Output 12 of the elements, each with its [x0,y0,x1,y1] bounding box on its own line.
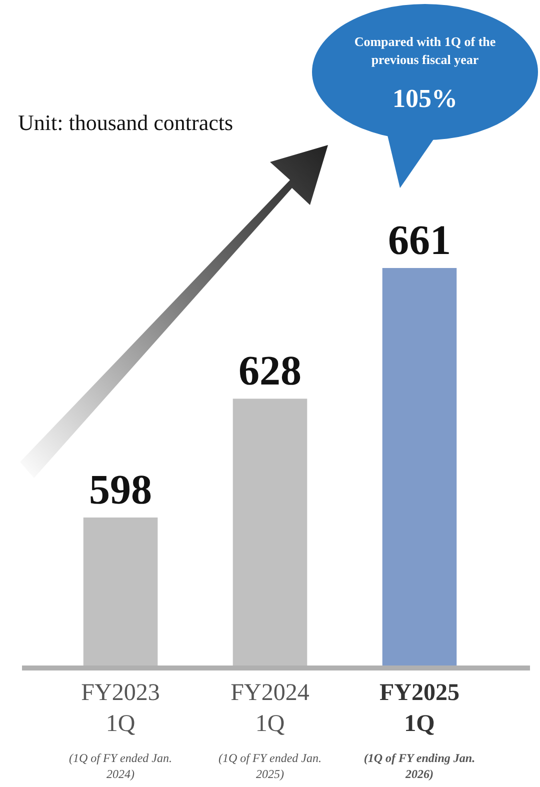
x-tick-label: FY2024 1Q [230,680,310,737]
text: 105% [392,84,458,113]
text: Unit: thousand contracts [18,110,234,135]
data-label: 628 [238,348,302,395]
data-label: 661 [388,218,451,264]
text: (1Q of FY ending Jan. 2026) [364,751,476,781]
text: (1Q of FY ended Jan. 2024) [69,751,172,781]
x-tick-label: FY2025 1Q [379,680,460,737]
text: (1Q of FY ended Jan. 2025) [218,751,322,781]
text: Compared with 1Q of the previous fiscal year [354,34,496,67]
data-label: 598 [89,468,152,514]
x-tick-label: FY2023 1Q [81,680,160,737]
